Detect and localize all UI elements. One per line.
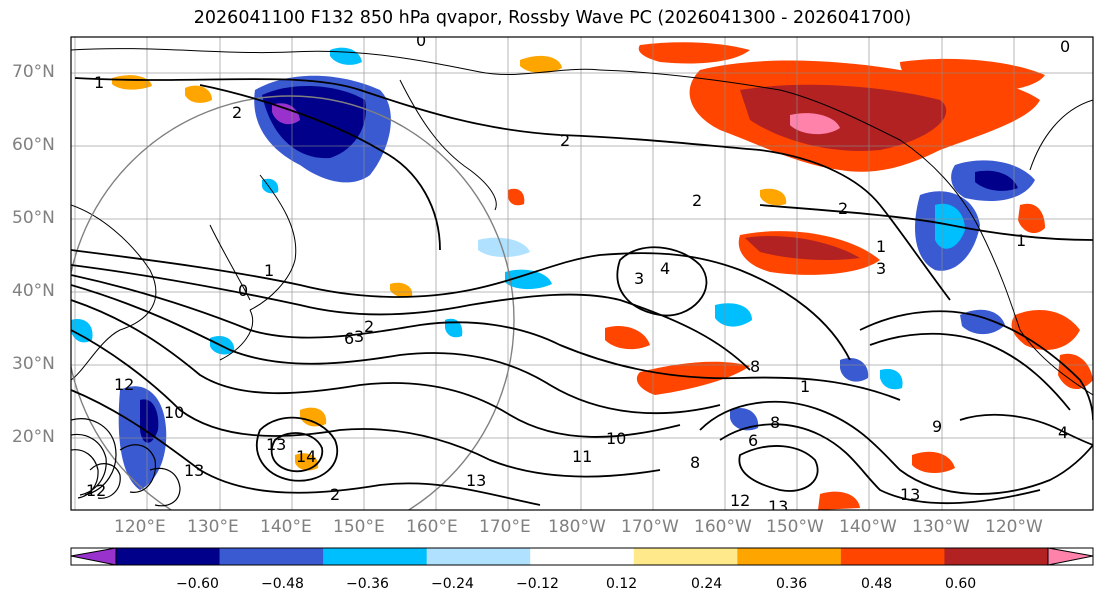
contour-label: 0 xyxy=(416,31,426,50)
contour-label: 4 xyxy=(660,259,670,278)
map-area: 0 1 2 2 2 2 1 3 3 4 1 0 2 3 6 10 12 13 1… xyxy=(71,31,1093,516)
contour-label: 3 xyxy=(876,259,886,278)
contour-label: 1 xyxy=(876,237,886,256)
lon-label-120e: 120°E xyxy=(114,517,166,537)
colorbar-segment xyxy=(116,548,221,565)
contour-label: 14 xyxy=(296,447,316,466)
contour-label: 3 xyxy=(634,269,644,288)
contour-label: 2 xyxy=(364,317,374,336)
colorbar-tick: −0.60 xyxy=(176,576,219,592)
colorbar-tick: −0.24 xyxy=(431,576,474,592)
contour-label: 1 xyxy=(94,73,104,92)
contour-label: 1 xyxy=(800,377,810,396)
contour-label: 8 xyxy=(750,357,760,376)
contour-label: 13 xyxy=(768,497,788,516)
contour-label: 1 xyxy=(264,261,274,280)
colorbar-segment xyxy=(426,548,531,565)
lon-label-150e: 150°E xyxy=(333,517,385,537)
contour-label: 0 xyxy=(238,281,248,300)
lon-label-160w: 160°W xyxy=(694,517,752,537)
contour-label: 12 xyxy=(86,481,106,500)
colorbar-segment xyxy=(633,548,738,565)
colorbar xyxy=(70,547,1094,566)
contour-label: 10 xyxy=(606,429,626,448)
colorbar-left-arrow xyxy=(70,547,117,566)
lat-label-30n: 30°N xyxy=(12,354,55,374)
contour-label: 13 xyxy=(900,485,920,504)
colorbar-tick: −0.12 xyxy=(516,576,559,592)
colorbar-tick: −0.48 xyxy=(261,576,304,592)
lon-label-140w: 140°W xyxy=(839,517,897,537)
colorbar-tick: 0.60 xyxy=(945,576,977,592)
contour-label: 4 xyxy=(1058,423,1068,442)
lon-label-140e: 140°E xyxy=(260,517,312,537)
rossby-wave-circle xyxy=(71,95,515,510)
contour-label: 10 xyxy=(164,403,184,422)
lat-label-40n: 40°N xyxy=(12,281,55,301)
contour-label: 3 xyxy=(354,327,364,346)
contour-label: 8 xyxy=(770,413,780,432)
contour-label: 9 xyxy=(932,417,942,436)
map-frame xyxy=(70,36,1094,511)
lat-label-20n: 20°N xyxy=(12,427,55,447)
colorbar-tick: 0.24 xyxy=(691,576,723,592)
lon-label-150w: 150°W xyxy=(766,517,824,537)
lat-label-60n: 60°N xyxy=(12,135,55,155)
colorbar-tick: 0.36 xyxy=(776,576,808,592)
contour-label: 6 xyxy=(344,329,354,348)
contour-label: 12 xyxy=(730,491,750,510)
contour-label: 11 xyxy=(572,447,592,466)
contour-labels: 0 1 2 2 2 2 1 3 3 4 1 0 2 3 6 10 12 13 1… xyxy=(86,31,1070,516)
contours xyxy=(71,77,1093,506)
colorbar-segment xyxy=(323,548,428,565)
contour-label: 12 xyxy=(114,375,134,394)
lat-label-70n: 70°N xyxy=(12,62,55,82)
colorbar-right-arrow xyxy=(1047,547,1094,566)
colorbar-segment xyxy=(944,548,1049,565)
contour-label: 2 xyxy=(560,131,570,150)
lon-label-130w: 130°W xyxy=(912,517,970,537)
colorbar-tick: −0.36 xyxy=(346,576,389,592)
contour-label: 13 xyxy=(466,471,486,490)
colorbar-outline xyxy=(70,547,1094,566)
lon-label-160e: 160°E xyxy=(406,517,458,537)
map-title: 2026041100 F132 850 hPa qvapor, Rossby W… xyxy=(193,8,912,28)
lon-label-170e: 170°E xyxy=(479,517,531,537)
lon-label-130e: 130°E xyxy=(187,517,239,537)
contour-label: 2 xyxy=(692,191,702,210)
colorbar-segment xyxy=(737,548,842,565)
contour-label: 13 xyxy=(266,435,286,454)
colorbar-segment xyxy=(840,548,945,565)
contour-label: 2 xyxy=(330,485,340,504)
lon-label-170w: 170°W xyxy=(621,517,679,537)
colorbar-tick: 0.12 xyxy=(606,576,638,592)
colorbar-segment xyxy=(530,548,635,565)
lon-label-180w: 180°W xyxy=(548,517,606,537)
colorbar-segment xyxy=(219,548,324,565)
tropical-contours xyxy=(71,418,181,507)
lon-label-120w: 120°W xyxy=(985,517,1043,537)
lat-label-50n: 50°N xyxy=(12,208,55,228)
contour-label: 8 xyxy=(690,453,700,472)
gridlines xyxy=(71,37,1093,510)
positive-anomaly-shading xyxy=(112,42,1093,510)
contour-label: 2 xyxy=(838,199,848,218)
contour-label: 0 xyxy=(1060,37,1070,56)
contour-label: 2 xyxy=(232,103,242,122)
contour-label: 6 xyxy=(748,431,758,450)
contour-label: 13 xyxy=(184,461,204,480)
colorbar-tick: 0.48 xyxy=(861,576,893,592)
contour-label: 1 xyxy=(1016,231,1026,250)
